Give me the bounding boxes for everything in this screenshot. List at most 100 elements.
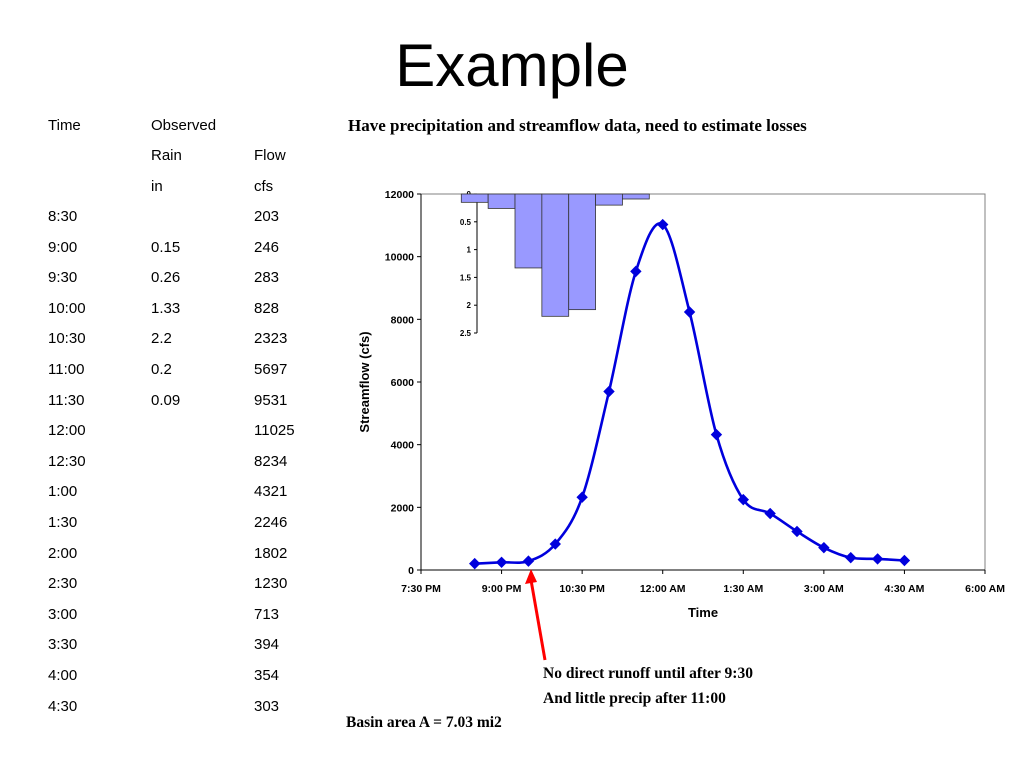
cell-rain: 0.15 xyxy=(151,238,181,256)
x-tick-label: 4:30 AM xyxy=(884,583,924,595)
data-point xyxy=(576,491,588,503)
x-tick-label: 7:30 PM xyxy=(401,583,441,595)
table-row: 12:30 8234 xyxy=(48,450,348,474)
data-point xyxy=(871,553,884,565)
units-rain: in xyxy=(151,178,163,195)
cell-rain: 2.2 xyxy=(151,330,172,348)
x-tick-label: 6:00 AM xyxy=(965,583,1005,595)
streamflow-chart: 0 2000 4000 6000 8000 10000 12000 7:30 PM 9:00 P… xyxy=(357,189,1005,620)
cell-flow: 2323 xyxy=(254,330,288,348)
inset-bar xyxy=(514,193,543,269)
cell-time: 12:00 xyxy=(48,422,86,440)
cell-time: 9:00 xyxy=(48,238,78,256)
data-point xyxy=(495,556,508,568)
table-row: 9:00 0.15 246 xyxy=(48,236,348,260)
table-row: 1:30 2246 xyxy=(48,511,348,535)
cell-flow: 828 xyxy=(254,299,280,317)
units-flow: cfs xyxy=(254,178,274,195)
header-time: Time xyxy=(48,117,81,134)
y-tick-label: 6000 xyxy=(391,377,415,389)
cell-rain: 0.26 xyxy=(151,269,181,287)
inset-bar xyxy=(595,193,623,206)
inset-bar xyxy=(487,193,516,209)
annotation-line-2: And little precip after 11:00 xyxy=(543,690,726,707)
table-row: 2:30 1230 xyxy=(48,572,348,596)
cell-flow: 5697 xyxy=(254,361,288,378)
cell-flow: 1802 xyxy=(254,544,288,562)
data-point xyxy=(845,551,857,564)
cell-rain: 0.2 xyxy=(151,361,172,378)
cell-time: 1:00 xyxy=(48,483,78,501)
plot-area xyxy=(420,193,986,571)
y-tick-label: 4000 xyxy=(391,440,415,452)
y-tick-label: 10000 xyxy=(385,252,414,264)
y-tick-label: 12000 xyxy=(385,189,414,201)
cell-time: 1:30 xyxy=(48,514,78,531)
data-point xyxy=(549,538,561,550)
cell-rain: 1.33 xyxy=(151,299,181,317)
y-tick-label: 0 xyxy=(408,565,414,577)
table-row: 2:00 1802 xyxy=(48,542,348,566)
data-point xyxy=(818,541,830,554)
data-point xyxy=(683,306,696,318)
cell-rain: 0.09 xyxy=(151,391,181,409)
data-point xyxy=(630,265,642,278)
y-tick-label: 2000 xyxy=(391,502,415,514)
table-header-row-2: Rain Flow xyxy=(48,144,348,168)
cell-flow: 394 xyxy=(254,636,280,654)
cell-flow: 9531 xyxy=(254,391,288,409)
table-units-row: in cfs xyxy=(48,175,348,199)
cell-flow: 1230 xyxy=(254,575,288,593)
table-row: 11:30 0.09 9531 xyxy=(48,389,348,413)
inset-bar xyxy=(541,193,570,317)
x-tick-label: 3:00 AM xyxy=(804,583,844,595)
header-rain: Rain xyxy=(151,147,182,164)
cell-flow: 354 xyxy=(254,667,280,684)
cell-flow: 203 xyxy=(254,208,280,225)
cell-time: 12:30 xyxy=(48,452,86,470)
table-row: 3:30 394 xyxy=(48,633,348,657)
inset-y-tick-label: 2 xyxy=(467,301,472,310)
cell-time: 2:00 xyxy=(48,544,78,562)
cell-time: 10:30 xyxy=(48,330,86,348)
cell-time: 4:00 xyxy=(48,667,78,684)
data-point xyxy=(603,385,615,398)
inset-bar xyxy=(460,193,489,203)
y-axis-label: Streamflow (cfs) xyxy=(357,331,372,432)
inset-y-tick-label: 2.5 xyxy=(460,329,472,338)
header-observed: Observed xyxy=(151,117,217,134)
table-row: 4:30 303 xyxy=(48,695,348,719)
streamflow-line xyxy=(474,222,905,565)
cell-flow: 713 xyxy=(254,605,280,623)
cell-time: 3:30 xyxy=(48,636,78,654)
x-tick-label: 10:30 PM xyxy=(559,583,605,595)
cell-flow: 8234 xyxy=(254,452,288,470)
basin-area-note: Basin area A = 7.03 mi2 xyxy=(346,714,502,731)
table-row: 3:00 713 xyxy=(48,603,348,627)
data-point xyxy=(522,555,535,567)
data-point xyxy=(737,493,749,506)
inset-bar xyxy=(622,193,650,200)
cell-time: 4:30 xyxy=(48,697,78,715)
cell-flow: 11025 xyxy=(254,422,295,440)
header-flow: Flow xyxy=(254,147,286,164)
cell-time: 9:30 xyxy=(48,269,78,287)
table-row: 1:00 4321 xyxy=(48,480,348,504)
data-point xyxy=(657,218,669,231)
inset-y-tick-label: 0.5 xyxy=(460,218,472,227)
table-row: 8:30 203 xyxy=(48,205,348,229)
table-row: 10:30 2.2 2323 xyxy=(48,327,348,351)
table-row: 4:00 354 xyxy=(48,664,348,688)
cell-flow: 2246 xyxy=(254,514,288,531)
data-point xyxy=(898,554,911,567)
annotation-line-1: No direct runoff until after 9:30 xyxy=(543,665,753,682)
cell-time: 8:30 xyxy=(48,208,78,225)
x-tick-label: 9:00 PM xyxy=(482,583,522,595)
table-row: 9:30 0.26 283 xyxy=(48,266,348,290)
inset-bar xyxy=(568,193,596,311)
cell-flow: 283 xyxy=(254,269,280,287)
table-row: 10:00 1.33 828 xyxy=(48,297,348,321)
table-row: 11:00 0.2 5697 xyxy=(48,358,348,382)
slide-title: Example xyxy=(395,32,629,99)
table-header-row: Time Observed xyxy=(48,114,348,138)
